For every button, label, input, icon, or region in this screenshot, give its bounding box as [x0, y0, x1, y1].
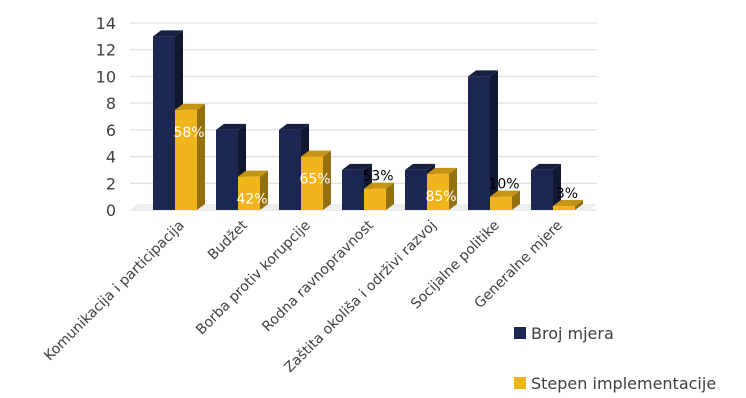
bar-stepen-implementacije-top	[427, 167, 457, 174]
y-tick-label: 10	[96, 67, 116, 86]
bar-stepen-implementacije-side	[260, 170, 268, 210]
bar-broj-mjera-top	[468, 70, 498, 77]
legend-swatch	[514, 327, 526, 339]
bar-stepen-implementacije-front	[490, 196, 512, 210]
bar-stepen-implementacije-front	[364, 188, 386, 210]
bar-stepen-implementacije-top	[175, 103, 205, 110]
bar-broj-mjera-top	[531, 163, 561, 170]
bar-stepen-implementacije-side	[512, 190, 520, 210]
data-label: 65%	[299, 172, 330, 188]
bar-stepen-implementacije-side	[197, 103, 205, 210]
legend-label: Stepen implementacije	[531, 374, 716, 393]
y-tick-label: 12	[96, 41, 116, 60]
bar-broj-mjera-side	[553, 163, 561, 210]
bar-stepen-implementacije-top	[301, 150, 331, 157]
bar-broj-mjera-top	[279, 123, 309, 130]
y-tick-label: 0	[106, 201, 116, 220]
bar-broj-mjera-top	[405, 163, 435, 170]
bar-broj-mjera-front	[279, 129, 301, 210]
y-tick-label: 4	[106, 148, 116, 167]
bar-stepen-implementacije-side	[449, 167, 457, 210]
bars	[153, 30, 583, 210]
bar-stepen-implementacije-side	[323, 150, 331, 210]
bar-stepen-implementacije	[490, 190, 520, 210]
bar-stepen-implementacije	[364, 182, 394, 210]
bar-broj-mjera	[531, 163, 561, 210]
legend-swatch	[514, 377, 526, 389]
bar-stepen-implementacije-top	[238, 170, 268, 177]
legend-label: Broj mjera	[531, 324, 614, 343]
x-category-label: Komunikacija i participacija	[41, 218, 188, 365]
x-category-label: Borba protiv korupcije	[193, 218, 314, 339]
data-label: 3%	[556, 186, 578, 202]
y-tick-label: 6	[106, 121, 116, 140]
bar-stepen-implementacije-side	[575, 199, 583, 210]
bar-broj-mjera-front	[405, 169, 427, 210]
data-label: 85%	[425, 189, 456, 205]
bar-broj-mjera-front	[531, 169, 553, 210]
data-label: 10%	[488, 177, 519, 193]
data-labels: 58% 42% 65% 53% 85% 10% 3%	[173, 125, 578, 208]
bar-broj-mjera-top	[153, 30, 183, 37]
bar-stepen-implementacije-top	[490, 190, 520, 197]
x-category-label: Budžet	[205, 217, 251, 263]
bar-stepen-implementacije	[553, 199, 583, 210]
data-label: 58%	[173, 125, 204, 141]
bar-stepen-implementacije-side	[386, 182, 394, 210]
bar-broj-mjera-front	[342, 169, 364, 210]
bar-stepen-implementacije	[427, 167, 457, 210]
bar-stepen-implementacije	[238, 170, 268, 210]
y-tick-label: 2	[106, 174, 116, 193]
bar-stepen-implementacije-top	[553, 199, 583, 206]
x-category-label: Rodna ravnopravnost	[259, 217, 377, 335]
bar-stepen-implementacije-front	[553, 205, 575, 210]
bar-broj-mjera-side	[490, 70, 498, 210]
bar-broj-mjera	[468, 70, 498, 210]
bar-stepen-implementacije-front	[301, 156, 323, 210]
data-label: 53%	[362, 169, 393, 185]
bar-stepen-implementacije-front	[238, 176, 260, 210]
bar-stepen-implementacije-top	[364, 182, 394, 189]
bar-broj-mjera-top	[216, 123, 246, 130]
legend: Broj mjera Stepen implementacije	[514, 324, 716, 393]
y-tick-label: 14	[96, 14, 116, 33]
bar-broj-mjera-front	[153, 36, 175, 210]
bar-broj-mjera-front	[468, 76, 490, 210]
bar-stepen-implementacije-front	[427, 173, 449, 210]
y-tick-label: 8	[106, 94, 116, 113]
bar-broj-mjera-top	[342, 163, 372, 170]
data-label: 42%	[236, 192, 267, 208]
y-axis: 0 2 4 6 8 10 12 14	[96, 14, 116, 220]
bar-stepen-implementacije	[301, 150, 331, 210]
bar-stepen-implementacije-front	[175, 109, 197, 210]
bar-broj-mjera-front	[216, 129, 238, 210]
x-axis: Komunikacija i participacija BudžetBorba …	[41, 217, 566, 376]
bar-stepen-implementacije	[175, 103, 205, 210]
